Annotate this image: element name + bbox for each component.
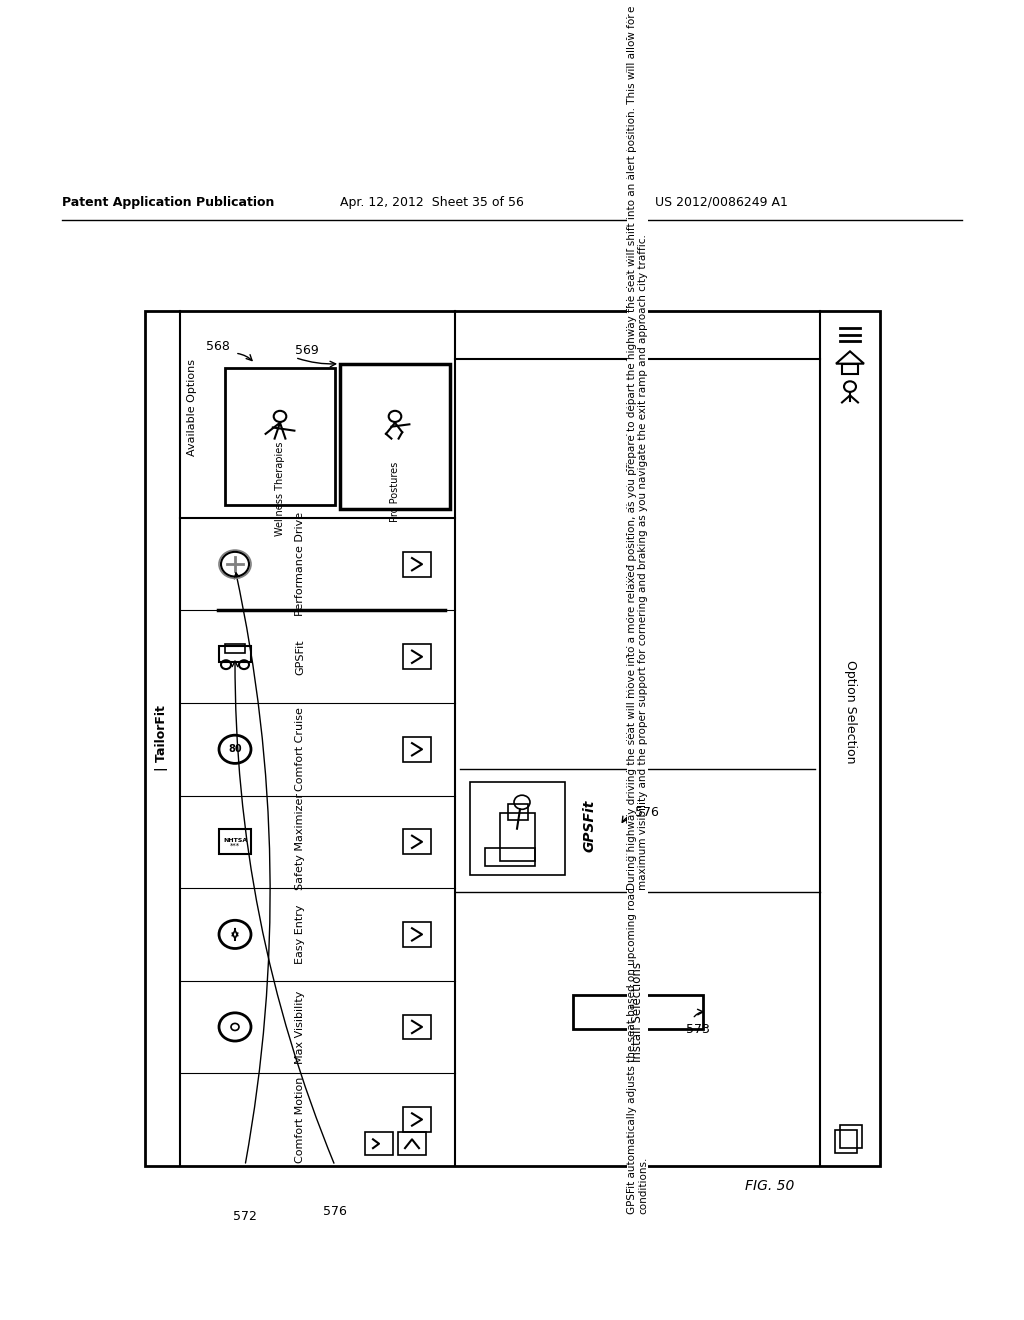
Text: | TailorFit: | TailorFit: [156, 705, 169, 771]
Bar: [500, 813, 535, 862]
Bar: [403, 923, 431, 946]
Text: 569: 569: [295, 345, 318, 356]
Text: Safety Maximizer: Safety Maximizer: [295, 793, 305, 890]
Bar: [403, 552, 431, 577]
Bar: [572, 995, 702, 1028]
Bar: [835, 1130, 857, 1152]
Text: Available Options: Available Options: [187, 359, 197, 457]
Text: 572: 572: [233, 1210, 257, 1222]
Bar: [219, 647, 251, 663]
Text: Performance Drive: Performance Drive: [295, 512, 305, 616]
Bar: [403, 829, 431, 854]
Text: Max Visibility: Max Visibility: [295, 990, 305, 1064]
Bar: [485, 847, 535, 866]
Bar: [225, 368, 335, 504]
Text: Easy Entry: Easy Entry: [295, 904, 305, 964]
Text: Wellness Therapies: Wellness Therapies: [275, 442, 285, 536]
Text: Pro Postures: Pro Postures: [390, 462, 400, 521]
Text: Install Selections: Install Selections: [631, 962, 644, 1061]
Text: NHTSA: NHTSA: [223, 838, 247, 842]
Text: 568: 568: [206, 339, 230, 352]
Text: Patent Application Publication: Patent Application Publication: [62, 195, 274, 209]
Text: 576: 576: [323, 1205, 347, 1218]
Text: 573: 573: [685, 1023, 710, 1036]
Bar: [403, 1015, 431, 1039]
Text: Option Selection: Option Selection: [844, 660, 856, 763]
Bar: [840, 1125, 862, 1148]
Bar: [403, 737, 431, 762]
Bar: [403, 1107, 431, 1131]
Text: GPSFit automatically adjusts the seat based on upcoming road conditions. The veh: GPSFit automatically adjusts the seat ba…: [627, 5, 648, 1214]
Bar: [340, 364, 450, 510]
Text: US 2012/0086249 A1: US 2012/0086249 A1: [655, 195, 787, 209]
Bar: [145, 310, 880, 1166]
Bar: [398, 1133, 426, 1155]
Bar: [225, 644, 245, 653]
Bar: [842, 364, 858, 374]
Text: FIG. 50: FIG. 50: [745, 1179, 795, 1193]
Text: Apr. 12, 2012  Sheet 35 of 56: Apr. 12, 2012 Sheet 35 of 56: [340, 195, 524, 209]
Text: GPSFit: GPSFit: [583, 800, 597, 853]
Text: GPSFit: GPSFit: [295, 639, 305, 675]
Text: 576: 576: [635, 807, 658, 820]
Text: Comfort Cruise: Comfort Cruise: [295, 708, 305, 791]
Bar: [219, 829, 251, 854]
Bar: [365, 1133, 393, 1155]
Text: 80: 80: [228, 744, 242, 754]
Bar: [470, 781, 565, 875]
Bar: [403, 644, 431, 669]
Text: Comfort Motion: Comfort Motion: [295, 1076, 305, 1163]
Text: ***: ***: [230, 843, 240, 849]
Bar: [508, 804, 528, 820]
Text: During highway driving the seat will move into a more relaxed position, as you p: During highway driving the seat will mov…: [627, 13, 648, 890]
